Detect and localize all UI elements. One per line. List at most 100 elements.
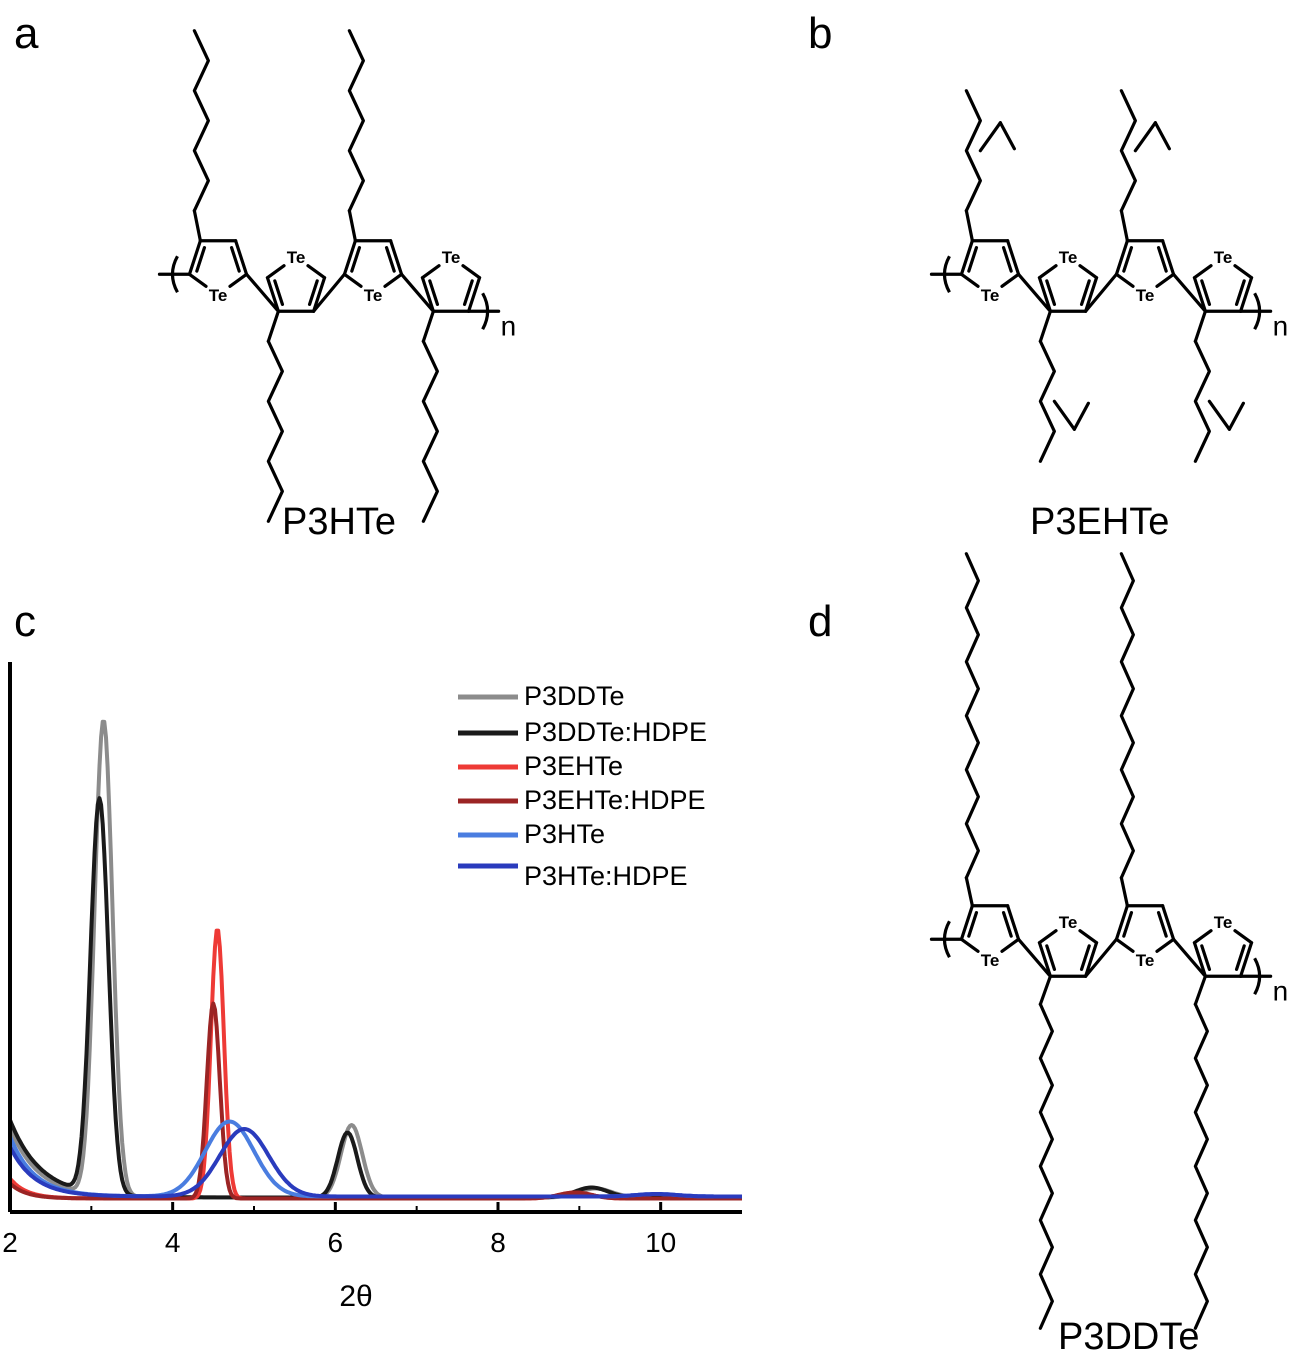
- bond: [1078, 929, 1099, 945]
- bond: [1045, 944, 1057, 971]
- atom-label-te: Te: [1136, 286, 1155, 305]
- repeat-bracket-right: [481, 292, 490, 331]
- bond: [461, 264, 482, 280]
- structure-p3ehte: Te Te Te Te n: [929, 89, 1288, 463]
- bond: [964, 209, 974, 243]
- bond: [959, 272, 980, 288]
- bond: [1079, 944, 1091, 971]
- bond: [1037, 264, 1058, 280]
- atom-label-te: Te: [1136, 951, 1155, 970]
- bond: [428, 279, 440, 306]
- bond: [1016, 272, 1052, 313]
- bond: [229, 246, 241, 273]
- bond: [187, 239, 202, 276]
- bond: [1114, 937, 1135, 953]
- bond: [1192, 264, 1213, 280]
- alkyl-chain: [1193, 1002, 1209, 1330]
- atom-label-te: Te: [364, 286, 383, 305]
- bond: [342, 272, 363, 288]
- bond: [1193, 309, 1207, 343]
- bond: [1192, 276, 1207, 313]
- bond: [1239, 276, 1254, 313]
- atom-label-te: Te: [1214, 248, 1233, 267]
- alkyl-chain: [964, 89, 982, 213]
- bond: [1084, 276, 1099, 313]
- bond: [1084, 937, 1119, 978]
- repeat-bracket-right: [1253, 957, 1262, 996]
- bond: [1016, 937, 1052, 978]
- bond: [1234, 279, 1246, 306]
- legend-label-2: P3EHTe: [524, 751, 623, 781]
- bond: [1161, 239, 1176, 276]
- bond: [383, 272, 404, 288]
- repeat-subscript: n: [501, 310, 517, 341]
- bond: [1079, 279, 1091, 306]
- alkyl-chain: [1038, 1002, 1054, 1330]
- alkyl-chain: [1038, 339, 1056, 463]
- x-tick-label-1: 4: [165, 1227, 181, 1258]
- panel-a-label: a: [14, 9, 39, 58]
- bond: [1084, 272, 1119, 313]
- bond: [1155, 272, 1176, 288]
- bond: [399, 272, 435, 313]
- bond: [1155, 937, 1176, 953]
- bond: [342, 239, 357, 276]
- bond: [389, 239, 404, 276]
- bond: [467, 276, 482, 313]
- alkyl-chain: [192, 29, 210, 213]
- atom-label-te: Te: [1214, 913, 1233, 932]
- bond: [192, 209, 202, 243]
- x-ticks-group: 2 4 6 8 10: [2, 1202, 676, 1258]
- panel-d-label: d: [808, 597, 833, 646]
- bond: [1072, 401, 1090, 431]
- bond: [959, 239, 974, 276]
- repeat-subscript: n: [1273, 975, 1289, 1006]
- bond: [1156, 246, 1168, 273]
- atom-label-te: Te: [1059, 248, 1078, 267]
- x-tick-label-3: 8: [490, 1227, 506, 1258]
- series-line-1: [8, 796, 743, 1200]
- molecule-name-p3ddte: P3DDTe: [1058, 1316, 1200, 1358]
- bond: [384, 246, 396, 273]
- molecule-name-p3ehte: P3EHTe: [1030, 501, 1170, 543]
- bond: [1006, 239, 1021, 276]
- bond: [1119, 876, 1129, 908]
- atom-label-te: Te: [287, 248, 306, 267]
- bond: [1038, 974, 1052, 1006]
- x-tick-label-4: 10: [645, 1227, 676, 1258]
- atom-label-te: Te: [1059, 913, 1078, 932]
- repeat-bracket-right: [1253, 292, 1262, 331]
- bond: [265, 276, 280, 313]
- bond: [421, 309, 435, 343]
- bond: [195, 246, 207, 273]
- bond: [420, 264, 441, 280]
- bond: [350, 246, 362, 273]
- bond: [1153, 121, 1171, 151]
- bond: [312, 272, 347, 313]
- bond: [1207, 399, 1231, 431]
- legend-label-3: P3EHTe:HDPE: [524, 785, 706, 815]
- structure-p3ddte: Te Te Te Te n: [929, 552, 1289, 1330]
- bond: [306, 264, 327, 280]
- bond: [1233, 264, 1254, 280]
- bond: [967, 246, 979, 273]
- chart-series-group: [8, 719, 743, 1201]
- bond: [1037, 941, 1052, 978]
- bond: [978, 121, 1002, 153]
- bond: [1200, 944, 1212, 971]
- bond: [998, 121, 1016, 151]
- bond: [1122, 246, 1134, 273]
- alkyl-chain: [421, 339, 439, 523]
- bond: [1037, 929, 1058, 945]
- legend: P3DDTe P3DDTe:HDPE P3EHTe P3EHTe:HDPE P3HTe P…: [458, 681, 707, 891]
- bond: [1000, 937, 1021, 953]
- bond: [1000, 272, 1021, 288]
- bond: [1192, 929, 1213, 945]
- bond: [1114, 272, 1135, 288]
- bond: [967, 911, 979, 938]
- bond: [187, 272, 208, 288]
- bond: [1200, 279, 1212, 306]
- bond: [273, 279, 285, 306]
